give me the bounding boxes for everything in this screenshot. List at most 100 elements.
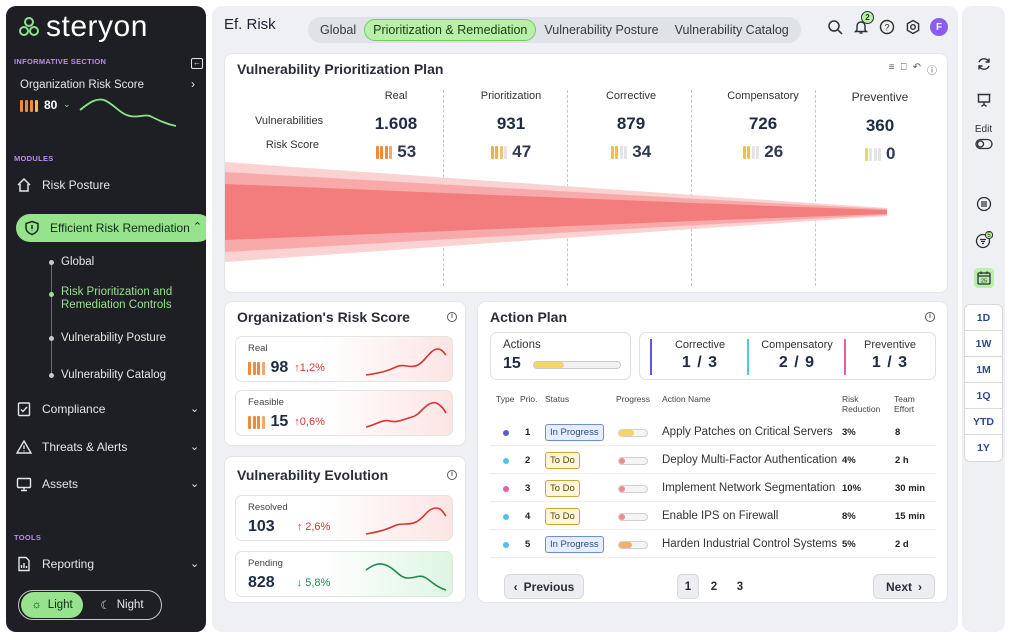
filter-icon[interactable]: ≡ (889, 62, 895, 77)
chevron-down-icon[interactable]: ⌄ (190, 477, 199, 490)
warning-icon (16, 439, 32, 455)
info-icon[interactable]: ⓘ (927, 62, 937, 77)
status-badge[interactable]: In Progress (545, 536, 604, 553)
tab-prioritization-remediation[interactable]: Prioritization & Remediation (364, 19, 536, 41)
modules-section-title: MODULES (14, 154, 54, 163)
chevron-down-icon[interactable]: ⌄ (190, 440, 199, 453)
chevron-down-icon[interactable]: ⌄ (190, 402, 199, 415)
status-badge[interactable]: In Progress (545, 424, 604, 441)
nav-threats-alerts[interactable]: Threats & Alerts (16, 439, 127, 455)
chevron-right-icon[interactable]: › (191, 77, 195, 91)
filter-icon[interactable]: 5 (974, 230, 994, 250)
risk-reduction-value: 3% (842, 427, 856, 438)
nav-compliance[interactable]: Compliance (16, 401, 105, 417)
user-avatar[interactable]: F (930, 18, 948, 36)
lock-icon[interactable]: ⎕ (901, 62, 907, 77)
risk-level-bars (743, 146, 760, 159)
info-icon[interactable]: i (447, 312, 457, 322)
collapse-section-icon[interactable]: ← (191, 58, 203, 69)
theme-night-button[interactable]: ☾ Night (83, 598, 161, 612)
table-row[interactable]: 3 To Do Implement Network Segmentation 10% 3… (490, 476, 936, 502)
help-icon[interactable]: ? (878, 18, 896, 36)
edit-toggle-icon[interactable] (974, 134, 994, 154)
chevron-right-icon: › (918, 580, 922, 594)
tab-global[interactable]: Global (312, 19, 364, 41)
column-label: Real (341, 90, 451, 102)
resolved-change: ↑ 2,6% (297, 521, 331, 533)
risk-funnel-graphic (225, 162, 947, 262)
chevron-up-icon[interactable]: ⌃ (193, 220, 202, 233)
vpp-toolbar: ≡ ⎕ ↶ ⓘ (889, 62, 937, 77)
presentation-icon[interactable] (974, 90, 994, 110)
type-label: Corrective (654, 339, 746, 351)
chevron-down-icon[interactable]: ⌄ (63, 99, 71, 110)
bell-icon[interactable]: 2 (852, 18, 870, 36)
settings-icon[interactable] (904, 18, 922, 36)
action-name[interactable]: Implement Network Segmentation (662, 482, 835, 494)
pending-sparkline (364, 558, 448, 594)
page-2[interactable]: 2 (703, 574, 725, 599)
priority-value: 1 (525, 427, 530, 438)
status-badge[interactable]: To Do (545, 508, 580, 525)
list-icon[interactable] (974, 194, 994, 214)
action-name[interactable]: Deploy Multi-Factor Authentication (662, 454, 837, 466)
preventive-summary: Preventive 1 / 3 (844, 339, 936, 372)
risk-level-bars (865, 148, 882, 161)
next-button[interactable]: Next › (873, 574, 935, 599)
brand-logo[interactable]: steryon (18, 10, 148, 44)
vpp-column-preventive: Preventive 360 0 (825, 90, 935, 164)
subnav-risk-prioritization[interactable]: Risk Prioritization and Remediation Cont… (61, 286, 191, 312)
action-name[interactable]: Harden Industrial Control Systems (662, 538, 837, 550)
notification-badge: 2 (861, 11, 874, 24)
info-icon[interactable]: i (447, 470, 457, 480)
nav-label: Efficient Risk Remediation (50, 221, 190, 235)
expand-icon[interactable]: ↶ (913, 62, 921, 77)
range-1y[interactable]: 1Y (965, 435, 1002, 461)
page-3[interactable]: 3 (729, 574, 751, 599)
calendar-day: 25 (981, 279, 987, 285)
range-1w[interactable]: 1W (965, 331, 1002, 357)
refresh-icon[interactable] (974, 54, 994, 74)
table-row[interactable]: 2 To Do Deploy Multi-Factor Authentication… (490, 448, 936, 474)
feasible-risk-card: Feasible 15 ↑0,6% (235, 390, 453, 436)
action-name[interactable]: Apply Patches on Critical Servers (662, 426, 833, 438)
col-header-reduction: Reduction (842, 404, 880, 414)
theme-toggle[interactable]: ☼ Light ☾ Night (18, 590, 162, 620)
team-effort-value: 8 (895, 427, 900, 438)
range-1q[interactable]: 1Q (965, 383, 1002, 409)
risk-reduction-value: 4% (842, 455, 856, 466)
info-icon[interactable]: i (925, 312, 935, 322)
report-icon (16, 556, 32, 572)
type-dot (503, 430, 509, 436)
nav-risk-posture[interactable]: Risk Posture (16, 177, 110, 193)
nav-assets[interactable]: Assets (16, 476, 78, 492)
subnav-vulnerability-catalog[interactable]: Vulnerability Catalog (61, 369, 166, 382)
table-row[interactable]: 4 To Do Enable IPS on Firewall 8% 15 min (490, 504, 936, 530)
table-row[interactable]: 1 In Progress Apply Patches on Critical Se… (490, 420, 936, 446)
tab-vulnerability-catalog[interactable]: Vulnerability Catalog (667, 19, 797, 41)
status-badge[interactable]: To Do (545, 480, 580, 497)
nav-efficient-risk-remediation[interactable]: Efficient Risk Remediation ⌃ (16, 214, 206, 242)
table-row[interactable]: 5 In Progress Harden Industrial Control Sy… (490, 532, 936, 558)
chevron-down-icon[interactable]: ⌄ (190, 557, 199, 570)
range-1m[interactable]: 1M (965, 357, 1002, 383)
submenu-dot (49, 260, 54, 265)
status-badge[interactable]: To Do (545, 452, 580, 469)
calendar-icon[interactable]: 25 (974, 268, 994, 288)
subnav-global[interactable]: Global (61, 256, 94, 269)
previous-button[interactable]: ‹ Previous (504, 574, 584, 599)
range-1d[interactable]: 1D (965, 305, 1002, 331)
action-name[interactable]: Enable IPS on Firewall (662, 510, 778, 522)
tab-vulnerability-posture[interactable]: Vulnerability Posture (536, 19, 666, 41)
sun-icon: ☼ (31, 599, 42, 611)
nav-reporting[interactable]: Reporting (16, 556, 94, 572)
range-ytd[interactable]: YTD (965, 409, 1002, 435)
page-1[interactable]: 1 (677, 574, 699, 599)
col-header-risk: Risk (842, 394, 859, 404)
theme-light-button[interactable]: ☼ Light (21, 592, 83, 618)
actions-summary: Actions 15 (490, 332, 631, 380)
feasible-risk-change: ↑0,6% (294, 416, 325, 428)
subnav-vulnerability-posture[interactable]: Vulnerability Posture (61, 332, 166, 345)
risk-reduction-value: 5% (842, 539, 856, 550)
search-icon[interactable] (826, 18, 844, 36)
